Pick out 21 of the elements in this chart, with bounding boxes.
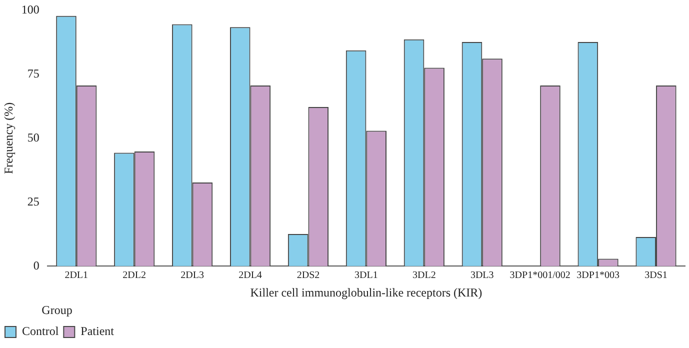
legend-label: Control	[22, 324, 60, 338]
x-tick-label: 2DL1	[64, 270, 88, 281]
legend-label: Patient	[80, 324, 115, 338]
x-tick-label: 2DS2	[296, 270, 320, 281]
x-tick-label: 3DL2	[412, 270, 436, 281]
x-tick-label: 3DL3	[470, 270, 494, 281]
x-tick-label: 3DP1*003	[576, 270, 620, 281]
x-tick-label: 3DS1	[644, 270, 668, 281]
y-tick-label: 0	[33, 258, 40, 272]
x-axis-title: Killer cell immunoglobulin-like receptors (KIR)	[250, 286, 482, 300]
y-tick-label: 50	[27, 130, 40, 144]
x-tick-label: 2DL4	[238, 270, 262, 281]
y-tick-label: 100	[21, 2, 40, 16]
legend-title: Group	[42, 302, 72, 317]
y-axis-title: Frequency (%)	[1, 102, 16, 174]
x-tick-label: 2DL3	[180, 270, 204, 281]
x-tick-label: 3DP1*001/002	[510, 270, 570, 281]
x-tick-label: 2DL2	[122, 270, 146, 281]
y-tick-label: 75	[27, 66, 40, 80]
x-tick-label: 3DL1	[354, 270, 378, 281]
y-tick-label: 25	[27, 194, 40, 208]
